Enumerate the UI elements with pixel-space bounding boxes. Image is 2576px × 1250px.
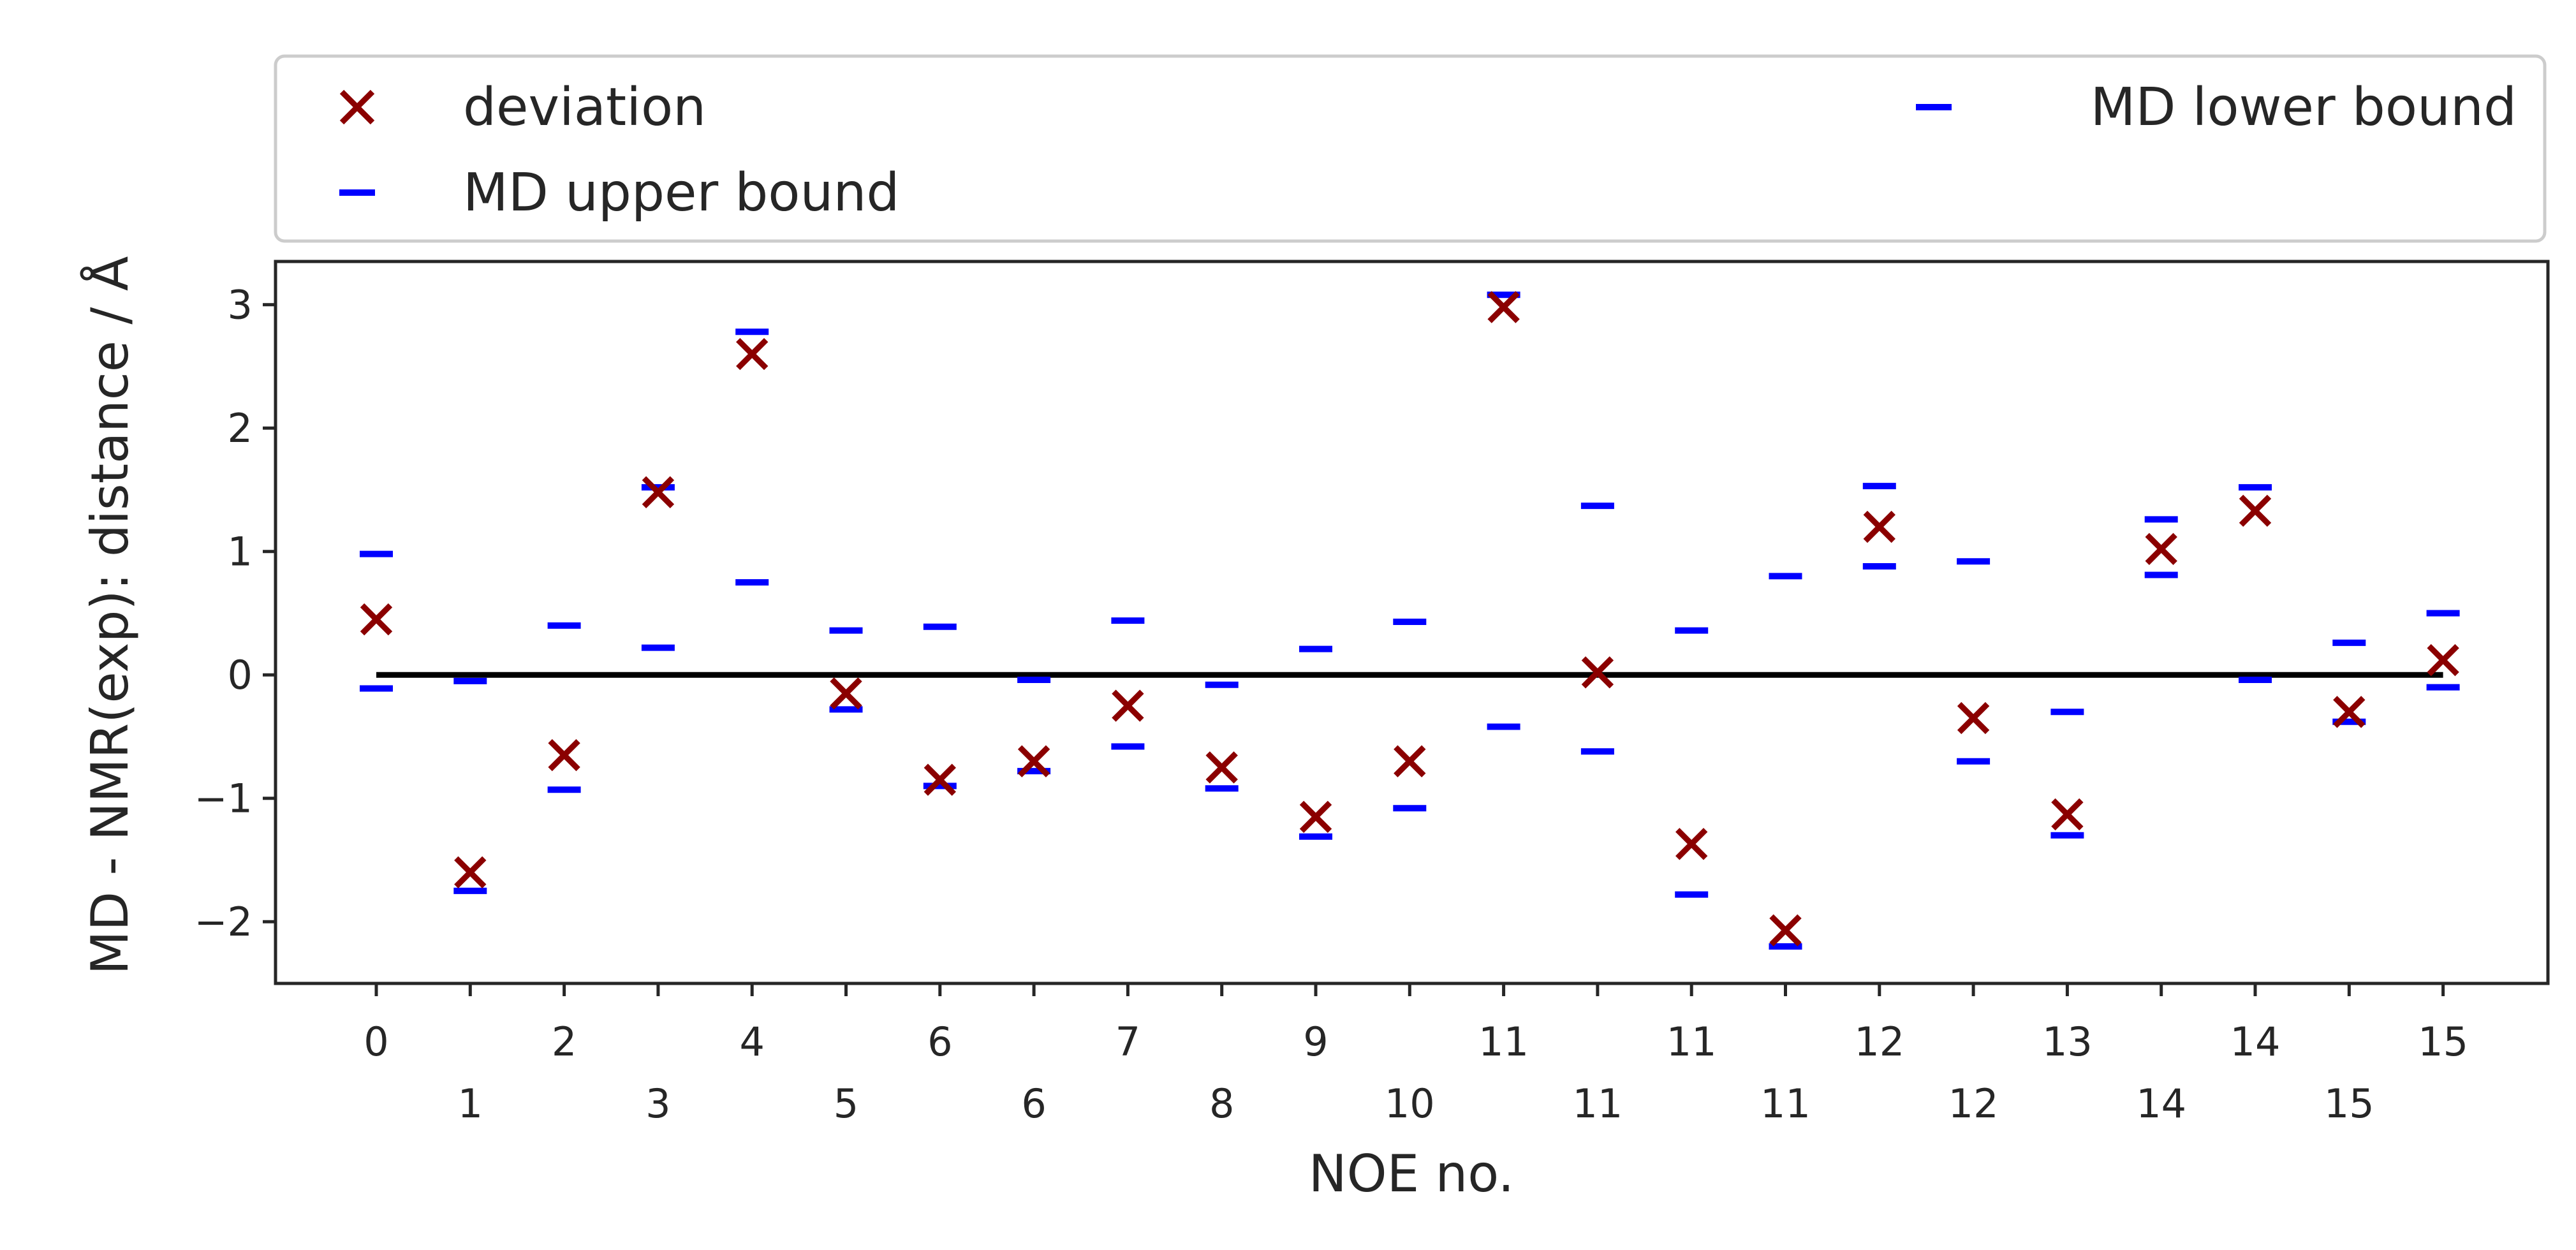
plot-frame: [274, 260, 2550, 985]
x-tick-label: 1: [458, 1080, 483, 1127]
deviation-point: [924, 763, 956, 796]
deviation-point: [2427, 643, 2459, 677]
deviation-stroke: [1017, 745, 1050, 777]
legend-label-upper: MD upper bound: [463, 163, 899, 223]
y-axis: −2 −1 0 1 2 3: [195, 282, 276, 945]
legend: deviation MD upper bound MD lower bound: [274, 54, 2547, 243]
deviation-stroke: [1581, 656, 1614, 689]
deviation-point: [2145, 533, 2177, 566]
deviation-point: [1299, 800, 1332, 833]
deviation-point: [1581, 656, 1614, 689]
deviation-stroke: [2051, 798, 2084, 831]
x-tick-label: 13: [2042, 1018, 2093, 1065]
deviation-stroke: [1205, 751, 1238, 784]
x-tick-label: 11: [1667, 1018, 1717, 1065]
deviation-point: [2051, 798, 2084, 831]
deviation-point: [1112, 689, 1144, 722]
y-tick-label: 3: [228, 282, 253, 328]
x-tick-label: 5: [834, 1080, 858, 1127]
x-tick-label: 0: [364, 1018, 388, 1065]
deviation-stroke: [2333, 696, 2366, 728]
y-axis-label: MD - NMR(exp): distance / Å: [80, 256, 140, 974]
deviation-stroke: [1299, 800, 1332, 833]
x-tick-label: 2: [552, 1018, 577, 1065]
x-tick-label: 8: [1209, 1080, 1234, 1127]
deviation-point: [1769, 914, 1802, 946]
deviation-stroke: [548, 739, 580, 772]
deviation-point: [1863, 510, 1895, 543]
x-tick-label: 14: [2230, 1018, 2281, 1065]
x-tick-label: 6: [1021, 1080, 1046, 1127]
series-upper-bound: [360, 291, 2460, 716]
x-axis-label: NOE no.: [1309, 1144, 1514, 1203]
deviation-stroke: [1675, 828, 1708, 860]
x-tick-label: 15: [2324, 1080, 2374, 1127]
x-tick-label: 11: [1572, 1080, 1623, 1127]
legend-label-deviation: deviation: [463, 77, 706, 138]
deviation-stroke: [1487, 291, 1520, 323]
deviation-stroke: [2145, 533, 2177, 566]
deviation-point: [454, 856, 487, 889]
deviation-stroke: [924, 763, 956, 796]
deviation-point: [1205, 751, 1238, 784]
x-tick-label: 10: [1385, 1080, 1435, 1127]
legend-box: [274, 54, 2547, 243]
deviation-point: [1675, 828, 1708, 860]
y-tick-label: 1: [228, 529, 253, 575]
x-tick-label: 11: [1760, 1080, 1811, 1127]
deviation-stroke: [454, 856, 487, 889]
series-deviation: [360, 291, 2459, 946]
deviation-stroke: [1769, 914, 1802, 946]
x-tick-label: 12: [1854, 1018, 1904, 1065]
deviation-stroke: [642, 476, 675, 509]
deviation-point: [360, 603, 393, 636]
deviation-point: [1394, 745, 1426, 777]
deviation-point: [2239, 494, 2272, 527]
x-tick-label: 11: [1478, 1018, 1529, 1065]
legend-label-lower: MD lower bound: [2091, 77, 2517, 138]
deviation-point: [1487, 291, 1520, 323]
x-tick-label: 3: [645, 1080, 670, 1127]
y-tick-label: −2: [195, 899, 253, 945]
deviation-point: [642, 476, 675, 509]
x-tick-label: 15: [2418, 1018, 2468, 1065]
x-tick-label: 14: [2136, 1080, 2186, 1127]
legend-marker-deviation: [339, 89, 375, 125]
deviation-stroke: [736, 337, 769, 371]
x-tick-label: 9: [1303, 1018, 1328, 1065]
x-tick-label: 7: [1115, 1018, 1140, 1065]
deviation-stroke: [1112, 689, 1144, 722]
deviation-point: [1957, 702, 1990, 735]
deviation-stroke: [2239, 494, 2272, 527]
deviation-stroke: [2427, 643, 2459, 677]
deviation-point: [1017, 745, 1050, 777]
deviation-stroke: [1863, 510, 1895, 543]
deviation-point: [548, 739, 580, 772]
x-tick-label: 4: [739, 1018, 764, 1065]
deviation-point: [830, 677, 862, 710]
deviation-stroke: [1957, 702, 1990, 735]
deviation-point: [2333, 696, 2366, 728]
deviation-stroke: [1394, 745, 1426, 777]
deviation-stroke: [830, 677, 862, 710]
x-tick-label: 12: [1948, 1080, 1999, 1127]
y-tick-label: −1: [195, 776, 253, 822]
deviation-stroke: [360, 603, 393, 636]
y-tick-label: 2: [228, 405, 253, 452]
deviation-point: [736, 337, 769, 371]
y-tick-label: 0: [228, 652, 253, 698]
x-tick-label: 6: [927, 1018, 952, 1065]
